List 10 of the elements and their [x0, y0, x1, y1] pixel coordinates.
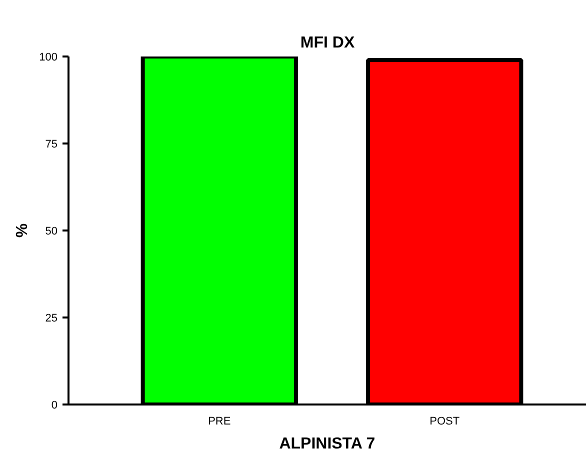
y-tick-label: 75 — [45, 138, 58, 150]
chart-title: MFI DX — [300, 34, 355, 52]
x-tick-label: POST — [430, 416, 460, 428]
y-axis-title: % — [14, 223, 32, 238]
y-tick-label: 0 — [51, 400, 58, 412]
x-axis-title: ALPINISTA 7 — [279, 436, 376, 452]
y-tick-label: 25 — [45, 312, 58, 324]
x-tick-label: PRE — [208, 416, 231, 428]
y-tick-label: 50 — [45, 226, 58, 238]
y-tick-label: 100 — [39, 52, 58, 64]
